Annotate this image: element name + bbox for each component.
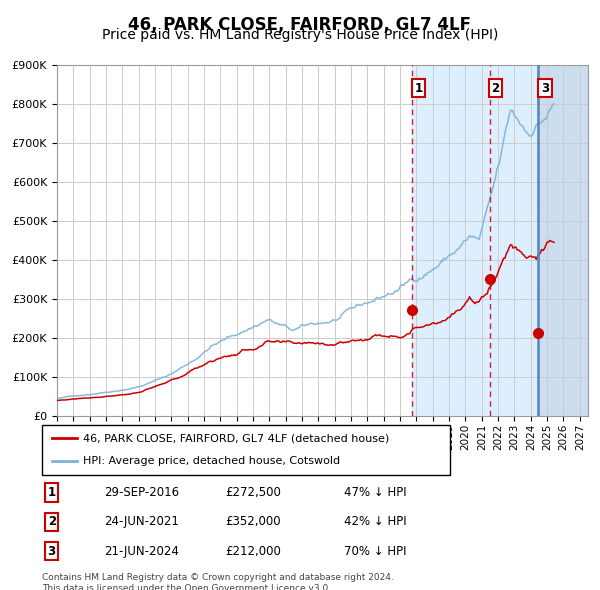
- Text: 42% ↓ HPI: 42% ↓ HPI: [344, 515, 407, 529]
- Text: 2: 2: [491, 82, 500, 95]
- Text: 46, PARK CLOSE, FAIRFORD, GL7 4LF: 46, PARK CLOSE, FAIRFORD, GL7 4LF: [128, 16, 472, 34]
- Text: HPI: Average price, detached house, Cotswold: HPI: Average price, detached house, Cots…: [83, 457, 340, 467]
- Text: 29-SEP-2016: 29-SEP-2016: [104, 486, 179, 499]
- Text: 2: 2: [47, 515, 56, 529]
- Text: 3: 3: [541, 82, 549, 95]
- Text: £352,000: £352,000: [226, 515, 281, 529]
- Text: 46, PARK CLOSE, FAIRFORD, GL7 4LF (detached house): 46, PARK CLOSE, FAIRFORD, GL7 4LF (detac…: [83, 433, 389, 443]
- Bar: [538, 65, 600, 416]
- Text: 3: 3: [47, 545, 56, 558]
- Text: 70% ↓ HPI: 70% ↓ HPI: [344, 545, 407, 558]
- Text: 1: 1: [47, 486, 56, 499]
- Bar: [412, 65, 538, 416]
- Text: 47% ↓ HPI: 47% ↓ HPI: [344, 486, 407, 499]
- Text: £212,000: £212,000: [226, 545, 281, 558]
- FancyBboxPatch shape: [42, 425, 450, 475]
- Text: Price paid vs. HM Land Registry's House Price Index (HPI): Price paid vs. HM Land Registry's House …: [102, 28, 498, 42]
- Text: 1: 1: [415, 82, 422, 95]
- Text: Contains HM Land Registry data © Crown copyright and database right 2024.
This d: Contains HM Land Registry data © Crown c…: [42, 573, 394, 590]
- Text: 21-JUN-2024: 21-JUN-2024: [104, 545, 179, 558]
- Bar: [538, 65, 600, 416]
- Text: £272,500: £272,500: [226, 486, 281, 499]
- Text: 24-JUN-2021: 24-JUN-2021: [104, 515, 179, 529]
